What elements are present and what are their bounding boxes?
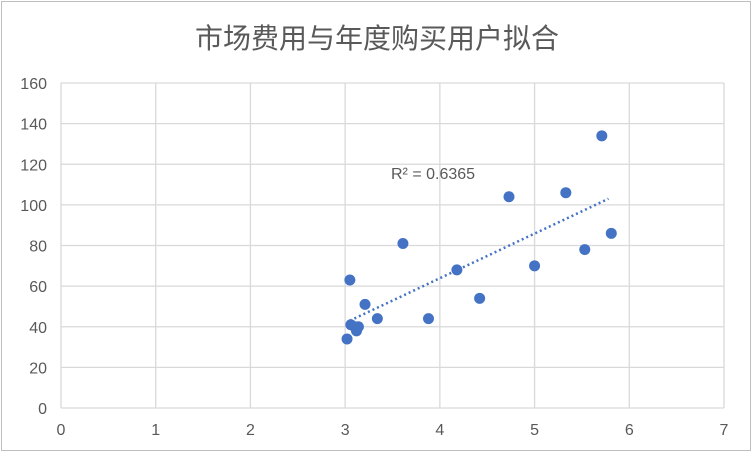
data-point	[359, 298, 371, 310]
data-point	[422, 313, 434, 325]
x-tick-label: 5	[530, 422, 539, 439]
y-tick-label: 20	[29, 360, 47, 377]
data-points	[341, 130, 617, 345]
y-axis-ticks: 0 20 40 60 80 100 120 140 160	[20, 76, 47, 418]
y-tick-label: 160	[20, 76, 47, 93]
x-tick-label: 1	[151, 422, 160, 439]
r-squared-label: R² = 0.6365	[391, 166, 475, 183]
y-tick-label: 40	[29, 320, 47, 337]
data-point	[474, 292, 486, 304]
y-tick-label: 140	[20, 117, 47, 134]
x-tick-label: 3	[341, 422, 350, 439]
x-axis-ticks: 0 1 2 3 4 5 6 7	[57, 422, 729, 439]
x-tick-label: 4	[435, 422, 444, 439]
y-tick-label: 0	[38, 401, 47, 418]
data-point	[560, 187, 572, 199]
data-point	[503, 191, 515, 203]
data-point	[352, 321, 364, 333]
data-point	[397, 237, 409, 249]
y-tick-label: 100	[20, 198, 47, 215]
y-tick-label: 120	[20, 157, 47, 174]
gridlines	[60, 82, 725, 409]
chart-title: 市场费用与年度购买用户拟合	[195, 22, 559, 55]
data-point	[371, 313, 383, 325]
x-tick-label: 2	[246, 422, 255, 439]
data-point	[451, 264, 463, 276]
x-tick-label: 0	[57, 422, 66, 439]
x-tick-label: 7	[720, 422, 729, 439]
data-point	[529, 260, 541, 272]
y-tick-label: 60	[29, 279, 47, 296]
x-tick-label: 6	[625, 422, 634, 439]
y-tick-label: 80	[29, 239, 47, 256]
data-point	[344, 274, 356, 286]
data-point	[596, 130, 608, 142]
data-point	[579, 244, 591, 256]
data-point	[341, 333, 353, 345]
data-point	[605, 227, 617, 239]
